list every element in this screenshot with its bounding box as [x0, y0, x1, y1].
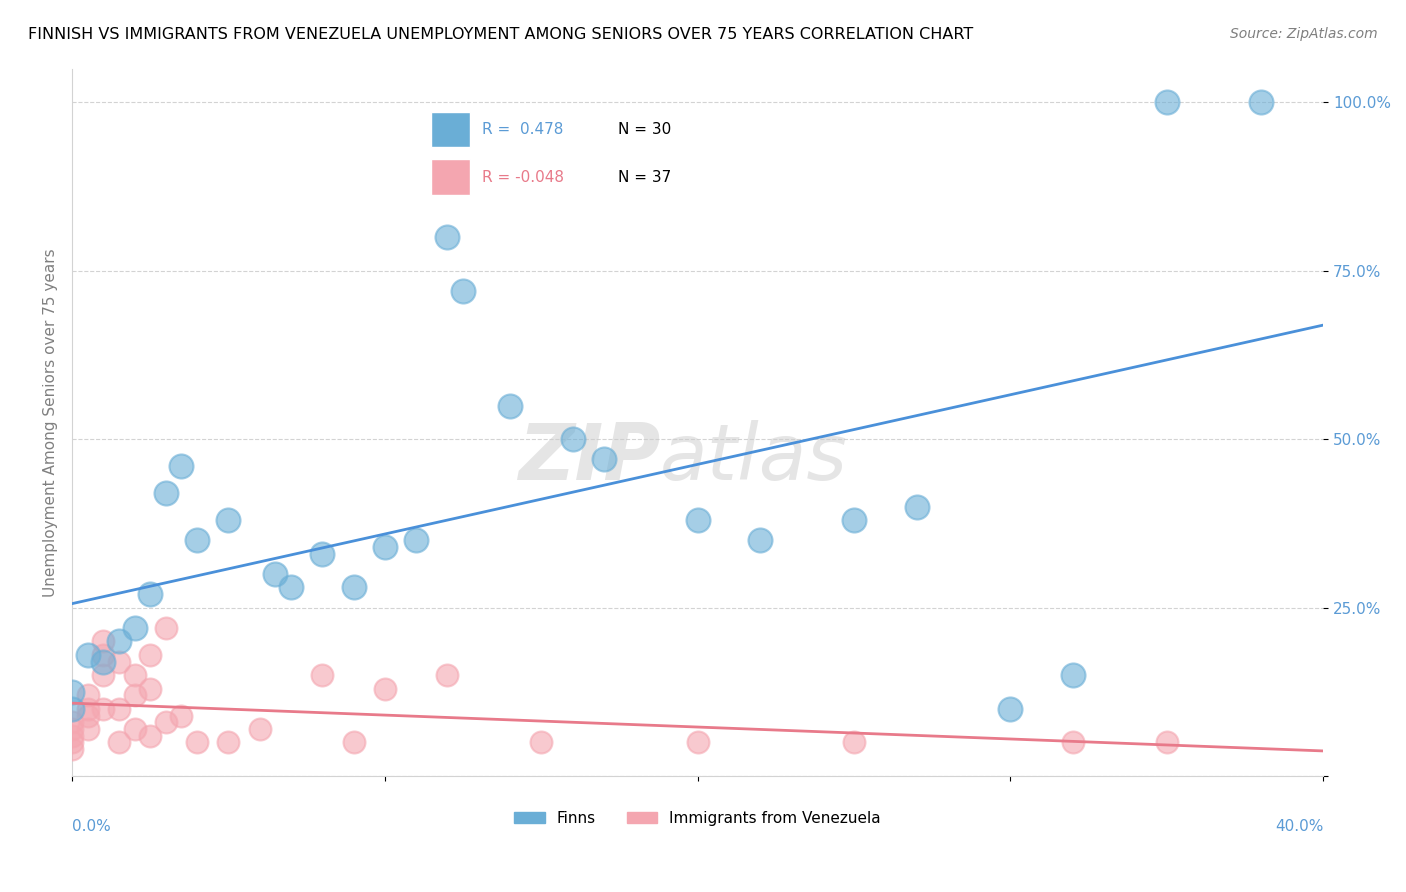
Point [108, 702, 131, 716]
Point [76, 702, 98, 716]
Point [60, 722, 83, 736]
Point [139, 681, 162, 696]
Point [76, 688, 98, 702]
Point [139, 729, 162, 743]
Point [155, 486, 177, 500]
Point [280, 581, 302, 595]
Point [60, 729, 83, 743]
Point [124, 668, 146, 682]
Point [436, 668, 458, 682]
Point [170, 708, 193, 723]
Point [405, 533, 427, 548]
Point [91, 648, 114, 662]
Point [60, 715, 83, 730]
Point [749, 533, 772, 548]
Point [108, 634, 131, 648]
Point [60, 702, 83, 716]
Point [374, 540, 396, 554]
Point [91, 634, 114, 648]
Legend: Finns, Immigrants from Venezuela: Finns, Immigrants from Venezuela [508, 805, 887, 832]
Point [905, 500, 928, 514]
Point [686, 735, 709, 749]
Point [108, 655, 131, 669]
Point [76, 722, 98, 736]
Point [842, 513, 865, 527]
Point [499, 399, 522, 413]
Point [76, 708, 98, 723]
Text: ZIP: ZIP [517, 420, 659, 496]
Point [155, 715, 177, 730]
Point [374, 681, 396, 696]
Point [592, 452, 614, 467]
Point [60, 742, 83, 756]
Point [842, 735, 865, 749]
Point [139, 587, 162, 601]
Point [60, 685, 83, 699]
Point [91, 668, 114, 682]
Point [530, 735, 553, 749]
Point [186, 533, 208, 548]
Point [155, 621, 177, 635]
Point [76, 648, 98, 662]
Point [436, 230, 458, 244]
Point [217, 513, 239, 527]
Point [311, 668, 333, 682]
Text: atlas: atlas [659, 420, 848, 496]
Point [186, 735, 208, 749]
Point [1062, 735, 1084, 749]
Point [124, 621, 146, 635]
Point [561, 432, 583, 446]
Point [264, 566, 287, 581]
Point [1000, 702, 1022, 716]
Text: 40.0%: 40.0% [1275, 819, 1323, 834]
Point [451, 284, 474, 298]
Point [124, 722, 146, 736]
Point [311, 547, 333, 561]
Text: Source: ZipAtlas.com: Source: ZipAtlas.com [1230, 27, 1378, 41]
Point [249, 722, 271, 736]
Text: 0.0%: 0.0% [72, 819, 111, 834]
Point [139, 648, 162, 662]
Point [1062, 668, 1084, 682]
Point [60, 735, 83, 749]
Point [1156, 735, 1178, 749]
Point [217, 735, 239, 749]
Y-axis label: Unemployment Among Seniors over 75 years: Unemployment Among Seniors over 75 years [44, 248, 58, 597]
Text: FINNISH VS IMMIGRANTS FROM VENEZUELA UNEMPLOYMENT AMONG SENIORS OVER 75 YEARS CO: FINNISH VS IMMIGRANTS FROM VENEZUELA UNE… [28, 27, 973, 42]
Point [1156, 95, 1178, 110]
Point [91, 702, 114, 716]
Point [91, 655, 114, 669]
Point [124, 688, 146, 702]
Point [1250, 95, 1272, 110]
Point [170, 459, 193, 474]
Point [686, 513, 709, 527]
Point [342, 735, 364, 749]
Point [342, 581, 364, 595]
Point [108, 735, 131, 749]
